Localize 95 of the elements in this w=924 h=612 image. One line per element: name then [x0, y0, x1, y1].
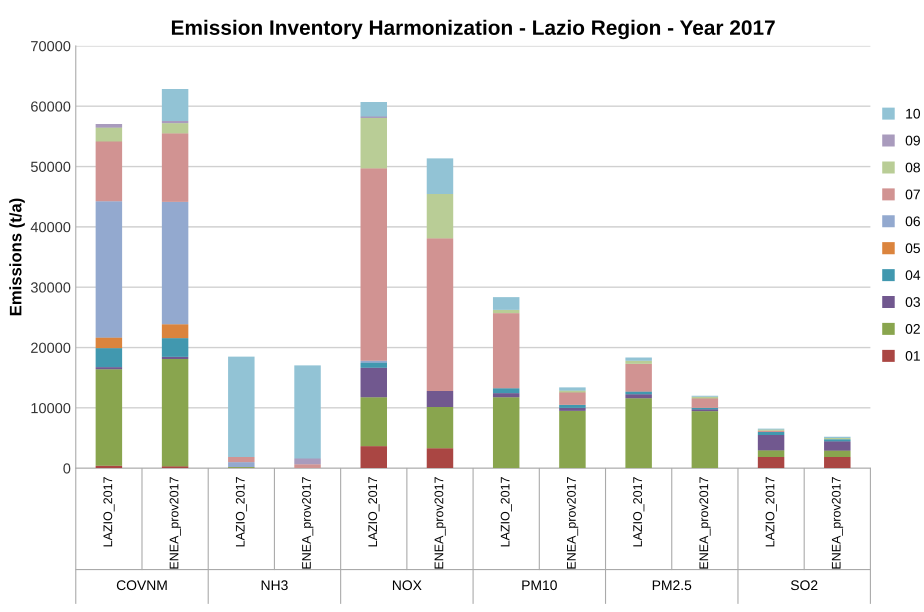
bar: [360, 102, 387, 116]
bar: [692, 398, 718, 408]
y-tick-label: 20000: [31, 342, 70, 353]
y-axis-title: Emissions (t/a): [9, 198, 25, 316]
x-tick-label: ENEA_prov2017: [566, 477, 578, 569]
bar: [824, 441, 851, 451]
bar: [492, 313, 520, 388]
bar: [360, 168, 387, 361]
legend-label: 08: [906, 162, 920, 172]
bar: [162, 358, 188, 466]
x-tick-label: LAZIO_2017: [368, 477, 380, 546]
legend-label: 03: [906, 297, 920, 307]
y-tick-label: 60000: [31, 101, 70, 112]
bar: [294, 365, 321, 459]
y-tick-label: 0: [63, 463, 70, 474]
bar: [360, 446, 387, 468]
legend-label: 01: [906, 350, 920, 361]
bar: [162, 133, 188, 202]
bar: [824, 450, 851, 458]
bar: [625, 357, 652, 361]
x-tick-label: LAZIO_2017: [766, 477, 777, 546]
legend-label: 10: [906, 108, 920, 119]
bar: [228, 356, 255, 458]
bar: [559, 410, 586, 468]
bar: [96, 142, 122, 202]
text: PM10: [522, 580, 557, 590]
legend-label: 07: [906, 189, 920, 200]
bar: [625, 392, 652, 394]
bar: [625, 364, 652, 392]
x-tick-label: LAZIO_2017: [633, 477, 644, 546]
legend-label: 02: [906, 324, 920, 334]
bar: [162, 202, 188, 324]
text: PM2.5: [652, 580, 692, 590]
chart-title: Emission Inventory Harmonization - Lazio Region - Year 2017: [172, 20, 775, 40]
x-tick-label: ENEA_prov2017: [170, 477, 181, 569]
bar: [426, 238, 454, 391]
bar: [96, 338, 122, 348]
bar: [625, 360, 652, 364]
bar: [492, 393, 520, 398]
bar: [96, 124, 122, 128]
bar: [559, 408, 586, 411]
bar: [492, 310, 520, 314]
bar: [426, 390, 454, 407]
bar: [426, 194, 454, 238]
legend-label: 06: [906, 216, 920, 226]
text: SO2: [790, 580, 818, 590]
bar: [96, 369, 122, 466]
bar: [559, 392, 586, 405]
x-tick-label: LAZIO_2017: [103, 477, 115, 546]
bar: [758, 457, 784, 468]
legend-label: 04: [906, 270, 920, 280]
y-tick-label: 40000: [30, 222, 70, 232]
x-tick-label: ENEA_prov2017: [302, 477, 314, 569]
y-tick-label: 30000: [30, 282, 70, 293]
x-tick-label: LAZIO_2017: [236, 477, 248, 546]
bar: [824, 457, 851, 468]
bar: [758, 435, 784, 450]
bar: [360, 368, 387, 398]
bar: [162, 338, 188, 357]
bar: [294, 458, 321, 464]
bar: [559, 387, 586, 391]
bar: [492, 388, 520, 394]
legend-label: 05: [906, 243, 920, 254]
bar: [162, 324, 188, 338]
bar: [96, 348, 122, 368]
bar: [360, 362, 387, 368]
bar: [625, 398, 652, 468]
text: COVNM: [116, 580, 167, 590]
legend-label: 09: [906, 136, 920, 146]
bar: [692, 411, 718, 468]
bar: [426, 406, 454, 448]
x-tick-label: ENEA_prov2017: [434, 477, 446, 569]
bar: [559, 404, 586, 408]
bar: [96, 128, 122, 142]
bar: [426, 448, 454, 468]
bar: [162, 123, 188, 134]
text: NH3: [262, 580, 288, 590]
bar: [162, 89, 188, 122]
bar: [492, 297, 520, 310]
bar: [360, 118, 387, 168]
bar: [228, 462, 255, 467]
y-tick-label: 50000: [30, 162, 70, 172]
bar: [228, 457, 255, 462]
bar: [360, 397, 387, 446]
bar: [492, 397, 520, 468]
x-tick-label: LAZIO_2017: [500, 477, 512, 546]
text: NOX: [392, 580, 422, 590]
bar: [426, 158, 454, 194]
x-tick-label: ENEA_prov2017: [832, 477, 844, 569]
y-tick-label: 70000: [31, 41, 70, 52]
bar: [96, 201, 122, 338]
x-tick-label: ENEA_prov2017: [699, 477, 711, 569]
bar: [758, 432, 784, 435]
bar: [758, 450, 784, 458]
y-tick-label: 10000: [31, 402, 70, 414]
